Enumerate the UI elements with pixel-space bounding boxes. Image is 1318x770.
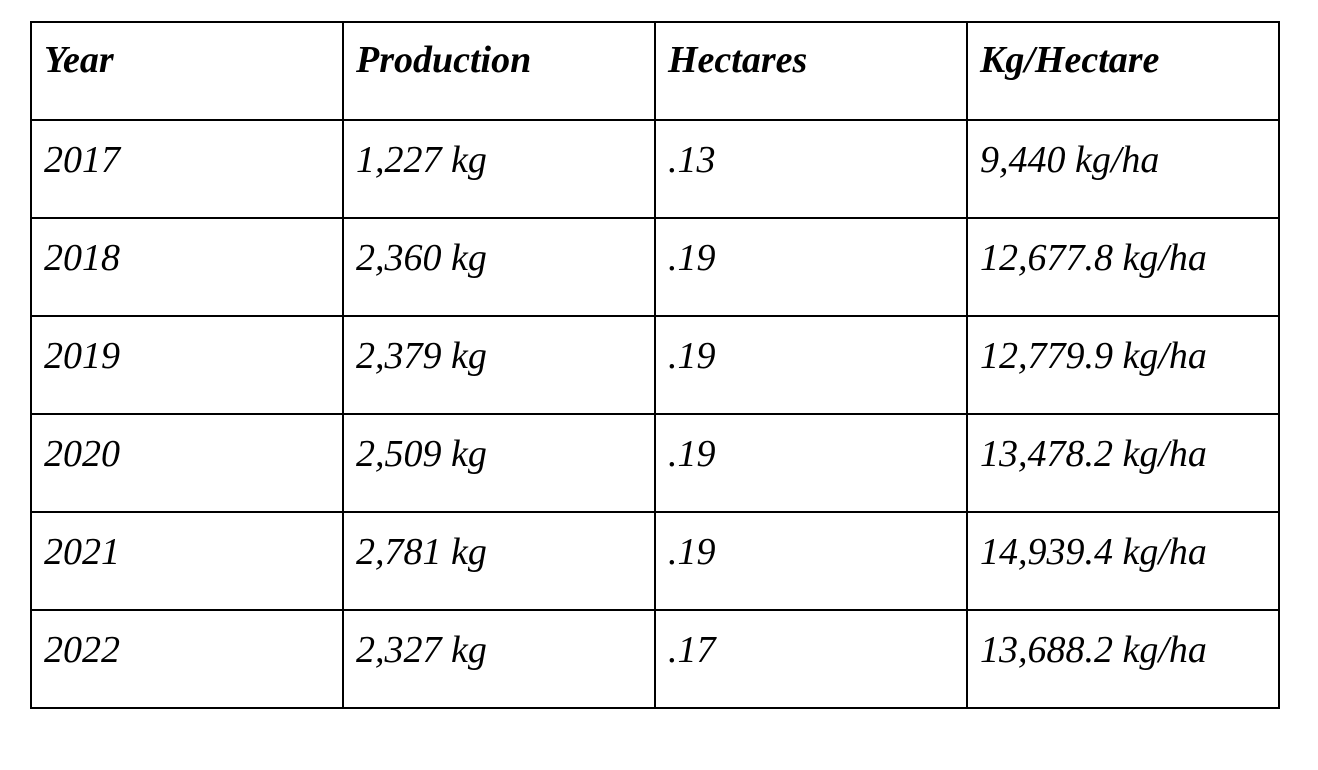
cell-production: 1,227 kg xyxy=(342,119,656,219)
cell-hectares: .19 xyxy=(654,315,968,415)
table-header-row: Year Production Hectares Kg/Hectare xyxy=(30,21,1280,121)
header-production: Production xyxy=(342,21,656,121)
cell-hectares: .19 xyxy=(654,217,968,317)
cell-production: 2,379 kg xyxy=(342,315,656,415)
production-table: Year Production Hectares Kg/Hectare 2017… xyxy=(30,21,1280,709)
cell-production: 2,360 kg xyxy=(342,217,656,317)
cell-production: 2,509 kg xyxy=(342,413,656,513)
cell-hectares: .19 xyxy=(654,511,968,611)
cell-production: 2,781 kg xyxy=(342,511,656,611)
cell-year: 2020 xyxy=(30,413,344,513)
table-row: 2017 1,227 kg .13 9,440 kg/ha xyxy=(30,119,1280,219)
cell-kg-per-hectare: 14,939.4 kg/ha xyxy=(966,511,1280,611)
cell-kg-per-hectare: 9,440 kg/ha xyxy=(966,119,1280,219)
cell-year: 2019 xyxy=(30,315,344,415)
cell-kg-per-hectare: 12,677.8 kg/ha xyxy=(966,217,1280,317)
header-hectares: Hectares xyxy=(654,21,968,121)
cell-hectares: .13 xyxy=(654,119,968,219)
cell-year: 2021 xyxy=(30,511,344,611)
cell-kg-per-hectare: 13,478.2 kg/ha xyxy=(966,413,1280,513)
cell-kg-per-hectare: 12,779.9 kg/ha xyxy=(966,315,1280,415)
table-row: 2019 2,379 kg .19 12,779.9 kg/ha xyxy=(30,315,1280,415)
cell-year: 2017 xyxy=(30,119,344,219)
cell-production: 2,327 kg xyxy=(342,609,656,709)
cell-hectares: .19 xyxy=(654,413,968,513)
cell-year: 2018 xyxy=(30,217,344,317)
header-year: Year xyxy=(30,21,344,121)
table-row: 2020 2,509 kg .19 13,478.2 kg/ha xyxy=(30,413,1280,513)
table-row: 2022 2,327 kg .17 13,688.2 kg/ha xyxy=(30,609,1280,709)
header-kg-per-hectare: Kg/Hectare xyxy=(966,21,1280,121)
cell-year: 2022 xyxy=(30,609,344,709)
cell-hectares: .17 xyxy=(654,609,968,709)
cell-kg-per-hectare: 13,688.2 kg/ha xyxy=(966,609,1280,709)
table-row: 2018 2,360 kg .19 12,677.8 kg/ha xyxy=(30,217,1280,317)
table-row: 2021 2,781 kg .19 14,939.4 kg/ha xyxy=(30,511,1280,611)
